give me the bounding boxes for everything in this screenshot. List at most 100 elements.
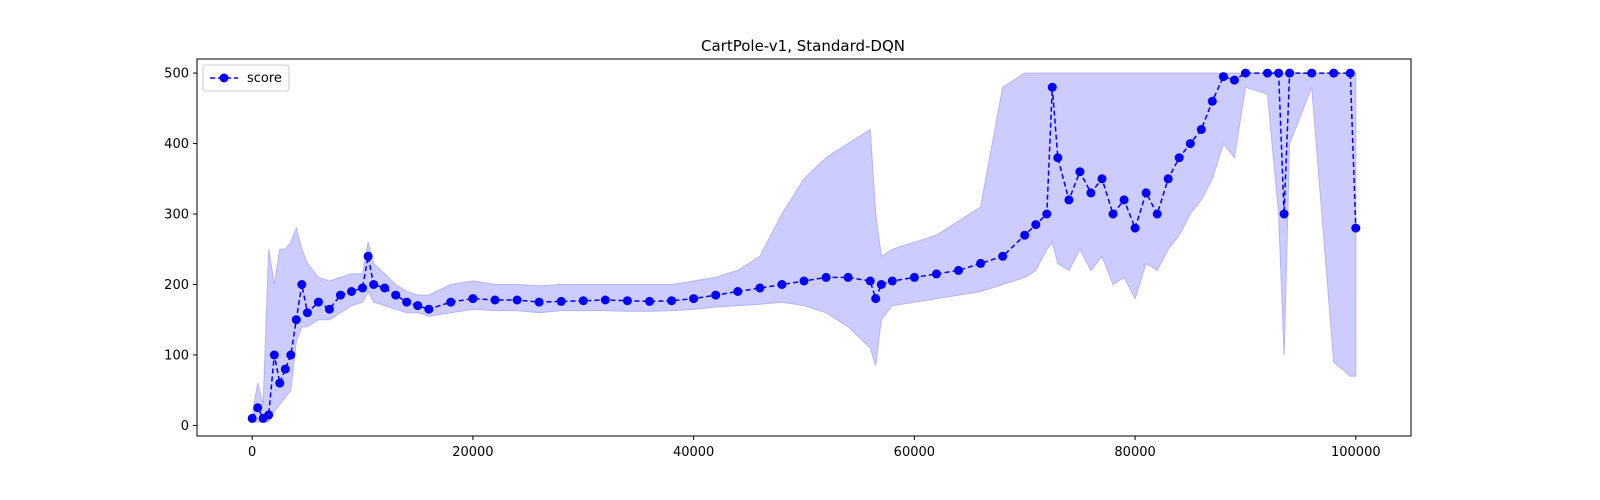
score-point [380, 283, 390, 293]
score-point [1042, 209, 1052, 219]
score-point [1174, 153, 1184, 163]
score-point [976, 258, 986, 268]
score-point [1263, 68, 1272, 78]
legend-entry-score: score [247, 71, 282, 86]
score-point [468, 294, 478, 304]
score-point [843, 272, 853, 282]
score-point [1053, 153, 1063, 163]
score-point [1075, 167, 1085, 177]
score-point [363, 251, 373, 261]
score-point [821, 272, 831, 282]
score-point [1229, 75, 1239, 85]
score-point [799, 276, 809, 286]
score-point [1279, 209, 1289, 219]
score-point [954, 265, 963, 275]
score-point [247, 413, 257, 423]
score-point [998, 251, 1008, 261]
score-point [711, 290, 721, 300]
score-point [909, 272, 919, 282]
score-point [1329, 68, 1339, 78]
x-tick-label: 80000 [1114, 445, 1155, 460]
score-point [1307, 68, 1317, 78]
score-point [512, 295, 522, 305]
score-point [1285, 68, 1295, 78]
score-point [369, 280, 379, 289]
score-point [871, 294, 881, 304]
score-point [336, 290, 345, 300]
score-point [622, 296, 632, 306]
score-point [1241, 68, 1250, 78]
y-tick-label: 100 [164, 348, 189, 363]
score-point [1141, 188, 1151, 198]
legend: score [202, 64, 290, 92]
score-point [358, 283, 367, 293]
score-point [1086, 188, 1096, 198]
score-point [1020, 230, 1030, 240]
score-point [424, 304, 434, 314]
score-point [931, 269, 941, 279]
score-point [1185, 139, 1195, 149]
score-point [733, 287, 743, 296]
score-point [887, 276, 897, 286]
score-point [347, 287, 356, 296]
score-point [1097, 174, 1107, 184]
score-point [1196, 125, 1206, 134]
legend-marker-sample [219, 73, 229, 83]
score-point [865, 276, 875, 286]
score-point [280, 364, 290, 374]
x-tick-label: 40000 [673, 445, 714, 460]
score-point [1152, 209, 1162, 219]
score-point [490, 295, 500, 305]
y-tick-label: 0 [181, 419, 189, 434]
score-point [302, 308, 312, 318]
score-point [1345, 68, 1355, 78]
score-point [313, 297, 323, 307]
x-tick-label: 20000 [452, 445, 493, 460]
score-point [556, 296, 566, 306]
score-point [286, 350, 296, 360]
x-tick-label: 0 [248, 445, 256, 460]
score-point [578, 296, 588, 306]
x-tick-label: 60000 [894, 445, 935, 460]
score-point [1031, 220, 1041, 230]
score-point [275, 378, 285, 388]
score-confidence-band [251, 72, 1357, 423]
score-point [1064, 195, 1074, 205]
score-point [755, 283, 765, 293]
score-point [534, 297, 544, 307]
score-point [324, 304, 334, 314]
score-point [1047, 82, 1057, 92]
score-point [1163, 174, 1173, 184]
score-point [777, 280, 787, 289]
score-point [1274, 68, 1284, 78]
y-tick-label: 300 [164, 208, 189, 223]
score-point [667, 296, 677, 306]
chart-title: CartPole-v1, Standard-DQN [701, 37, 905, 55]
score-point [1351, 223, 1361, 233]
y-tick-label: 200 [164, 278, 189, 293]
score-point [297, 280, 307, 289]
confidence-band-layer [251, 72, 1357, 423]
score-point [264, 410, 274, 420]
score-point [1108, 209, 1118, 219]
score-point [600, 295, 610, 305]
x-tick-label: 100000 [1331, 445, 1381, 460]
score-point [1119, 195, 1129, 205]
score-point [1207, 96, 1217, 106]
y-tick-label: 500 [164, 67, 189, 82]
legend-box [202, 64, 290, 92]
y-axis-ticks: 0 100 200 300 400 500 [164, 67, 197, 434]
y-tick-label: 400 [164, 137, 189, 152]
score-point [269, 350, 279, 360]
x-axis-ticks: 0 20000 40000 60000 80000 100000 [248, 436, 1381, 460]
score-point [402, 297, 412, 307]
score-point [645, 296, 654, 306]
score-point [291, 315, 301, 325]
score-point [1130, 223, 1140, 233]
score-point [446, 297, 456, 307]
series-layer [247, 68, 1361, 423]
score-point [253, 403, 263, 413]
score-point [391, 290, 401, 300]
